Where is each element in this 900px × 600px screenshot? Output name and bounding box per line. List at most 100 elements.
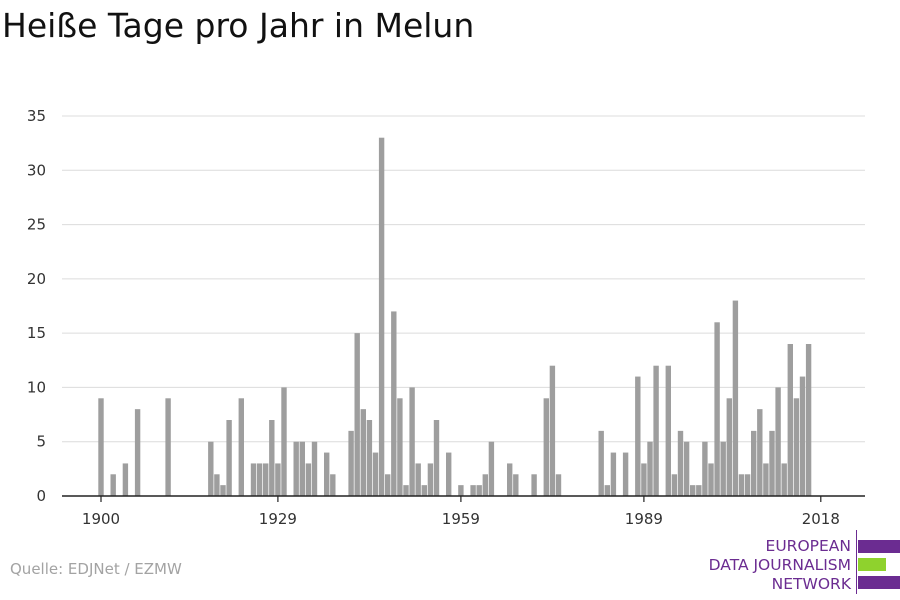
bar-1949 <box>397 398 403 496</box>
y-tick-label: 5 <box>36 433 46 451</box>
bar-1990 <box>647 441 653 496</box>
bar-2008 <box>757 409 763 496</box>
bar-2011 <box>775 387 781 496</box>
bar-2013 <box>787 344 793 496</box>
bar-1974 <box>549 365 556 496</box>
bar-1953 <box>421 485 427 496</box>
logo-bar-bottom <box>858 576 900 589</box>
bar-1902 <box>110 474 116 496</box>
edjnet-logo: EUROPEAN DATA JOURNALISM NETWORK <box>700 530 900 594</box>
logo-line-2: DATA JOURNALISM <box>708 556 851 574</box>
bar-2006 <box>744 474 751 496</box>
bar-1900 <box>98 398 104 496</box>
bar-1919 <box>214 474 220 496</box>
x-tick-label: 2018 <box>802 510 840 528</box>
bar-1988 <box>635 376 641 496</box>
bar-1943 <box>360 409 366 496</box>
bar-1950 <box>403 485 409 496</box>
bar-1964 <box>488 441 495 496</box>
bar-1967 <box>507 463 513 496</box>
bar-1930 <box>281 387 287 496</box>
y-tick-label: 25 <box>27 216 46 234</box>
source-note: Quelle: EDJNet / EZMW <box>10 560 182 578</box>
x-tick-label: 1989 <box>625 510 663 528</box>
bar-1906 <box>134 409 141 496</box>
bar-2007 <box>751 430 757 496</box>
bar-1961 <box>470 485 476 496</box>
bar-2005 <box>738 474 745 496</box>
logo-bar-middle <box>858 558 886 571</box>
bar-1963 <box>482 474 488 496</box>
bar-2002 <box>720 441 726 496</box>
bar-2016 <box>805 344 812 496</box>
x-tick-label: 1900 <box>82 510 120 528</box>
bar-1920 <box>220 485 226 496</box>
bar-1968 <box>513 474 519 496</box>
bar-1982 <box>598 430 604 496</box>
bar-2012 <box>781 463 787 496</box>
bar-1984 <box>610 452 617 496</box>
logo-bar-top <box>858 540 900 553</box>
x-tick-label: 1929 <box>259 510 297 528</box>
bar-1983 <box>604 485 610 496</box>
bar-1925 <box>250 463 257 496</box>
bar-1926 <box>256 463 263 496</box>
y-tick-label: 30 <box>27 161 46 179</box>
bar-1928 <box>269 420 275 496</box>
bar-1973 <box>543 398 549 496</box>
bar-1998 <box>696 485 702 496</box>
bar-1923 <box>238 398 244 496</box>
logo-line-3: NETWORK <box>771 575 851 593</box>
bar-2000 <box>708 463 714 496</box>
bar-1989 <box>641 463 647 496</box>
bar-1951 <box>409 387 415 496</box>
chart-title: Heiße Tage pro Jahr in Melun <box>2 6 475 45</box>
bar-1929 <box>275 463 281 496</box>
x-tick-label: 1959 <box>442 510 480 528</box>
bar-1927 <box>263 463 269 496</box>
bar-1934 <box>305 463 312 496</box>
bar-2003 <box>726 398 732 496</box>
bar-1948 <box>391 311 397 496</box>
bar-1904 <box>122 463 129 496</box>
bar-1955 <box>433 420 440 496</box>
y-tick-label: 0 <box>36 487 46 505</box>
bar-1986 <box>622 452 629 496</box>
bar-1918 <box>208 441 214 496</box>
bar-1999 <box>702 441 708 496</box>
bar-1938 <box>330 474 336 496</box>
y-tick-label: 15 <box>27 324 46 342</box>
bar-1952 <box>415 463 421 496</box>
bar-1975 <box>555 474 562 496</box>
bar-1947 <box>385 474 391 496</box>
bar-1942 <box>354 333 360 496</box>
bar-1946 <box>378 137 385 496</box>
bar-1941 <box>348 430 354 496</box>
bar-1996 <box>683 441 690 496</box>
y-axis-tick-labels: 0 5 10 15 20 25 30 35 <box>27 107 46 505</box>
bar-2014 <box>793 398 800 496</box>
bar-1971 <box>531 474 537 496</box>
logo-line-1: EUROPEAN <box>765 537 851 555</box>
bar-1994 <box>671 474 678 496</box>
bar-1921 <box>226 420 232 496</box>
bar-2004 <box>732 300 739 496</box>
logo-separator <box>856 530 857 594</box>
gridlines <box>62 115 865 443</box>
y-tick-label: 20 <box>27 270 46 288</box>
bar-2001 <box>714 322 720 496</box>
bar-1954 <box>427 463 434 496</box>
bar-2010 <box>769 430 775 496</box>
bar-2009 <box>763 463 769 496</box>
bar-1935 <box>311 441 318 496</box>
x-axis-ticks: 1900 1929 1959 1989 2018 <box>82 496 840 528</box>
bars <box>98 137 812 496</box>
y-tick-label: 10 <box>27 378 46 396</box>
bar-1995 <box>677 430 684 496</box>
bar-1962 <box>476 485 482 496</box>
logo-text: EUROPEAN DATA JOURNALISM NETWORK <box>709 537 851 594</box>
bar-1959 <box>458 485 464 496</box>
bar-2015 <box>799 376 806 496</box>
bar-1997 <box>690 485 696 496</box>
